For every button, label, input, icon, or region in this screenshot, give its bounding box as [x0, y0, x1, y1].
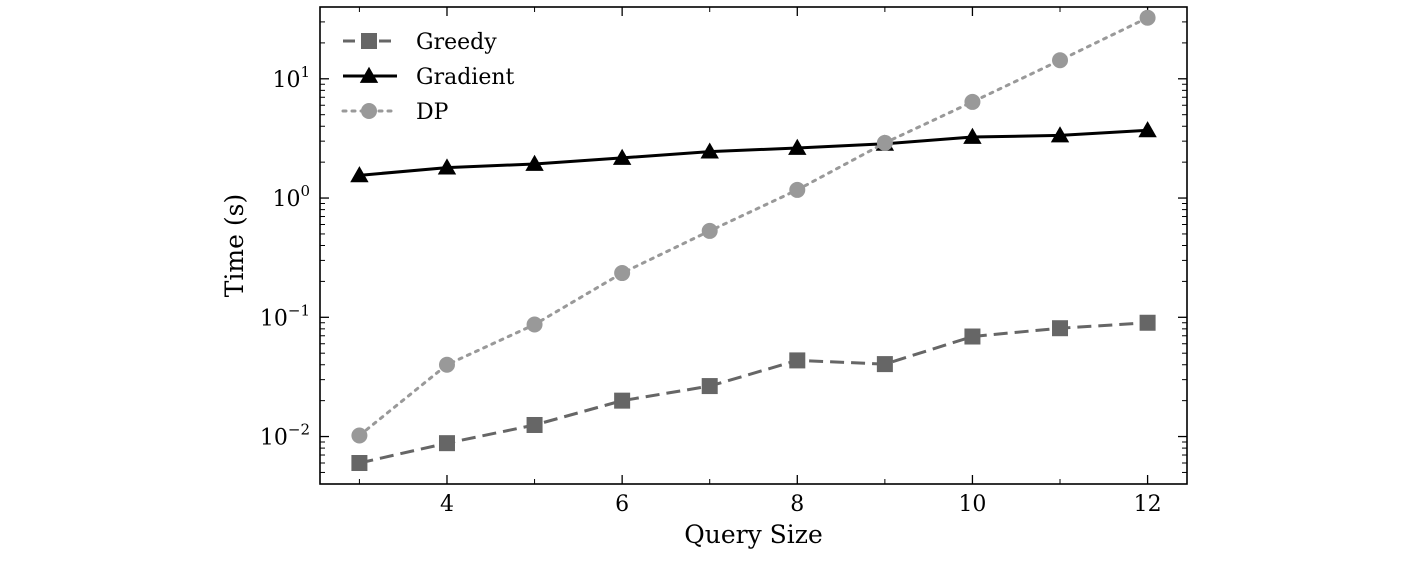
- y-tick-exponent: 1: [300, 63, 310, 81]
- data-point-dp: [614, 265, 631, 282]
- legend-marker-dp: [361, 103, 377, 119]
- data-point-dp: [876, 134, 893, 151]
- x-axis-label: Query Size: [684, 520, 823, 549]
- x-tick-label: 4: [440, 492, 454, 517]
- data-point-greedy: [1052, 320, 1069, 337]
- y-tick-label: 100: [272, 182, 310, 212]
- y-tick-base: 10: [260, 426, 288, 451]
- legend-item-greedy: Greedy: [343, 30, 497, 55]
- y-tick-exponent: −1: [288, 301, 310, 319]
- legend-item-dp: DP: [341, 100, 449, 125]
- data-point-greedy: [964, 328, 981, 345]
- series-greedy: [351, 314, 1156, 472]
- data-point-gradient: [788, 138, 807, 155]
- y-tick-exponent: 0: [300, 182, 310, 200]
- data-point-dp: [351, 427, 368, 444]
- legend-marker-greedy: [361, 33, 377, 49]
- data-point-gradient: [700, 142, 719, 159]
- series-line-greedy: [359, 321, 1148, 465]
- data-point-dp: [789, 181, 806, 198]
- x-tick-label: 8: [790, 492, 804, 517]
- data-point-greedy: [351, 455, 368, 472]
- data-point-greedy: [438, 435, 455, 452]
- legend-label-greedy: Greedy: [416, 30, 497, 55]
- data-point-greedy: [1139, 314, 1156, 331]
- x-tick-label: 10: [958, 492, 986, 517]
- data-point-gradient: [612, 148, 632, 165]
- series-gradient: [350, 121, 1157, 183]
- data-point-greedy: [701, 378, 718, 395]
- data-point-greedy: [876, 356, 893, 373]
- data-point-gradient: [1138, 121, 1157, 138]
- data-point-dp: [964, 93, 981, 110]
- data-point-gradient: [525, 154, 544, 171]
- y-tick-base: 10: [260, 306, 288, 331]
- data-point-gradient: [963, 127, 982, 144]
- y-tick-base: 10: [272, 68, 300, 93]
- data-point-gradient: [1050, 126, 1070, 143]
- series-layer: [350, 9, 1157, 472]
- x-tick-label: 12: [1134, 492, 1162, 517]
- y-tick-label: 10−1: [260, 301, 310, 331]
- data-point-dp: [701, 222, 718, 239]
- data-point-dp: [438, 356, 455, 373]
- x-tick-label: 6: [615, 492, 629, 517]
- y-tick-base: 10: [272, 187, 300, 212]
- legend-label-dp: DP: [416, 100, 449, 125]
- data-point-gradient: [350, 166, 369, 183]
- data-point-dp: [526, 316, 543, 333]
- y-axis-label: Time (s): [220, 194, 249, 297]
- data-point-gradient: [437, 158, 457, 175]
- data-point-greedy: [526, 416, 543, 433]
- y-tick-exponent: −2: [288, 421, 310, 439]
- legend-label-gradient: Gradient: [416, 65, 515, 90]
- series-line-gradient: [359, 128, 1148, 177]
- y-tick-label: 101: [272, 63, 310, 93]
- legend-marker-gradient: [359, 66, 379, 83]
- series-dp: [351, 9, 1156, 444]
- y-tick-label: 10−2: [260, 421, 310, 451]
- data-point-dp: [1052, 52, 1069, 69]
- legend-item-gradient: Gradient: [343, 65, 515, 90]
- legend: Greedy Gradient DP: [341, 30, 515, 125]
- data-point-greedy: [789, 352, 806, 369]
- data-point-dp: [1139, 9, 1156, 26]
- data-point-greedy: [614, 392, 631, 409]
- series-line-dp: [357, 16, 1150, 438]
